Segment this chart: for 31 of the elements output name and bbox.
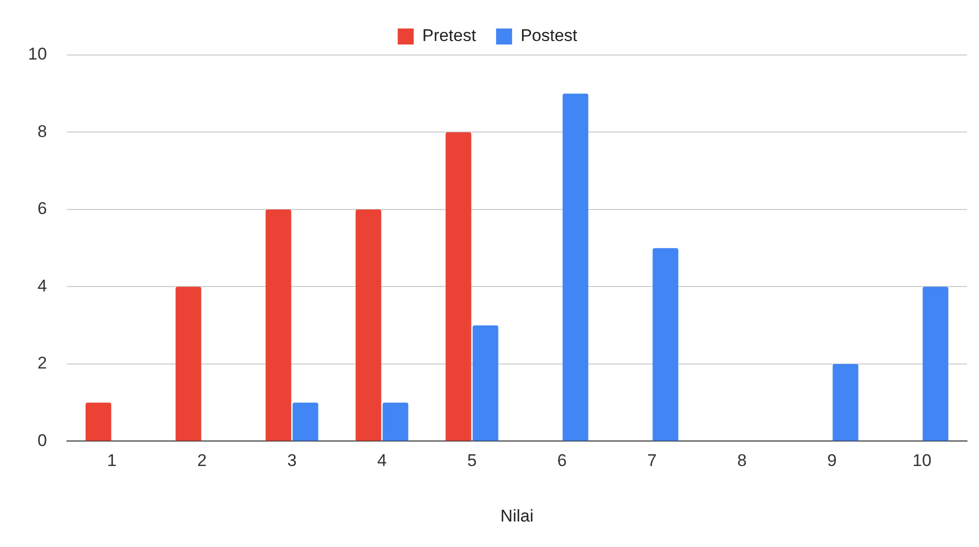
- x-tick-label: 7: [647, 451, 657, 470]
- y-tick-label: 8: [37, 122, 47, 141]
- bar: [176, 286, 202, 441]
- x-tick-label: 10: [912, 451, 932, 470]
- bar: [652, 248, 678, 441]
- y-tick-label: 10: [28, 44, 47, 64]
- x-tick-label: 6: [557, 451, 567, 470]
- y-tick-label: 0: [37, 430, 47, 450]
- bar: [292, 402, 318, 441]
- x-tick-label: 9: [827, 451, 837, 470]
- y-tick-label: 2: [37, 354, 47, 373]
- y-tick-label: 6: [37, 199, 47, 218]
- bar: [472, 325, 498, 441]
- legend-label: Pretest: [422, 26, 476, 46]
- bar: [446, 132, 472, 441]
- bar: [266, 209, 292, 441]
- x-axis-title: Nilai: [500, 506, 534, 526]
- bar: [562, 94, 588, 441]
- x-tick-label: 5: [467, 451, 477, 470]
- x-tick-label: 4: [377, 451, 387, 470]
- bar: [86, 402, 112, 441]
- x-tick-label: 2: [197, 451, 207, 470]
- x-tick-label: 1: [107, 451, 117, 470]
- bar: [382, 402, 408, 441]
- bar: [922, 286, 948, 441]
- legend-label: Postest: [520, 26, 578, 46]
- y-tick-label: 4: [37, 276, 47, 296]
- bar: [356, 209, 382, 441]
- bar: [832, 364, 858, 441]
- x-tick-label: 8: [737, 451, 747, 470]
- x-tick-label: 3: [287, 451, 297, 470]
